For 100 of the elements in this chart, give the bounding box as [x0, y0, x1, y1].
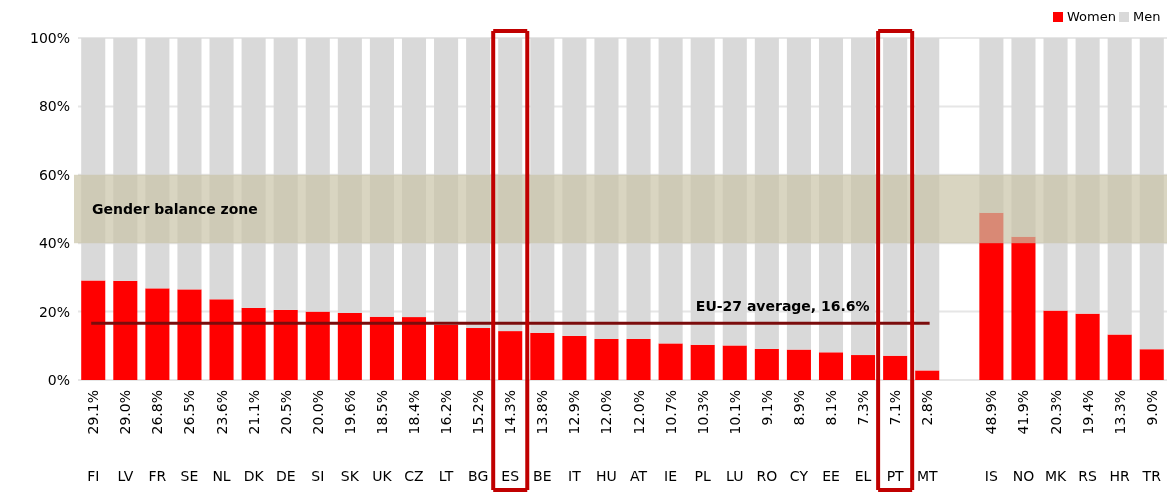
bar	[498, 331, 523, 380]
x-tick-label: LU	[726, 468, 744, 484]
y-tick-label: 100%	[29, 29, 70, 46]
data-label: 29.0%	[117, 390, 134, 435]
x-tick-label: DK	[243, 468, 265, 484]
x-tick-label: CZ	[404, 468, 424, 484]
data-label: 8.9%	[790, 390, 807, 426]
x-tick-label: IE	[664, 468, 678, 484]
data-label: 19.6%	[341, 390, 358, 435]
data-label: 19.4%	[1079, 390, 1096, 435]
x-tick-label: PT	[886, 468, 905, 484]
bar	[113, 280, 138, 380]
data-label: 20.3%	[1047, 390, 1064, 435]
bar	[273, 309, 298, 380]
data-label: 15.2%	[470, 390, 487, 435]
bar	[337, 312, 362, 380]
bar	[626, 338, 651, 380]
x-tick-label: EE	[822, 468, 840, 484]
data-label: 41.9%	[1015, 390, 1032, 435]
x-tick-label: HU	[596, 468, 617, 484]
bar	[305, 311, 330, 380]
legend-label: Women	[1067, 9, 1116, 24]
data-label: 10.7%	[662, 390, 679, 435]
data-label: 16.2%	[438, 390, 455, 435]
x-tick-label: TR	[1141, 468, 1162, 484]
data-label: 7.1%	[887, 390, 904, 426]
data-label: 23.6%	[213, 390, 230, 435]
bar	[690, 344, 715, 380]
legend-label: Men	[1133, 9, 1161, 24]
x-tick-label: MT	[916, 468, 938, 484]
data-label: 21.1%	[245, 390, 262, 435]
x-tick-label: MK	[1044, 468, 1067, 484]
x-tick-label: SI	[311, 468, 325, 484]
data-label: 9.0%	[1143, 390, 1160, 426]
data-label: 20.5%	[277, 390, 294, 435]
data-label: 26.8%	[149, 390, 166, 435]
x-tick-label: PL	[694, 468, 712, 484]
bar	[401, 317, 427, 380]
x-tick-label: UK	[372, 468, 393, 484]
x-tick-label: BE	[533, 468, 552, 484]
x-tick-label: FR	[148, 468, 167, 484]
bar	[883, 355, 908, 380]
x-tick-label: SK	[340, 468, 360, 484]
data-label: 10.3%	[694, 390, 711, 435]
bar	[369, 316, 394, 380]
bar	[1043, 310, 1068, 380]
y-tick-label: 80%	[38, 98, 70, 115]
x-tick-label: BG	[468, 468, 489, 484]
data-label: 7.3%	[855, 390, 872, 426]
bar	[209, 299, 234, 380]
data-label: 20.0%	[309, 390, 326, 435]
bar	[818, 352, 844, 380]
data-label: 13.3%	[1111, 390, 1128, 435]
data-label: 18.4%	[406, 390, 422, 435]
x-tick-label: AT	[630, 468, 648, 484]
bar	[754, 348, 779, 380]
bar	[466, 328, 491, 380]
bar	[145, 288, 170, 380]
x-tick-label: IT	[568, 468, 582, 484]
y-tick-label: 40%	[38, 235, 70, 252]
bar	[1075, 313, 1100, 380]
bar	[786, 349, 811, 380]
data-label: 8.1%	[823, 390, 839, 426]
bar	[594, 338, 619, 380]
x-tick-label: NL	[212, 468, 231, 484]
x-tick-label: IS	[984, 468, 998, 484]
data-label: 12.0%	[630, 390, 647, 435]
data-label: 10.1%	[726, 390, 743, 435]
x-tick-label: RO	[756, 468, 778, 484]
ref-line-label: EU-27 average, 16.6%	[695, 298, 870, 315]
x-tick-label: NO	[1012, 468, 1035, 484]
x-tick-label: LT	[438, 468, 454, 484]
bar	[851, 355, 876, 380]
bar	[81, 280, 106, 380]
x-tick-label: FI	[87, 468, 100, 484]
bar	[241, 307, 266, 380]
y-tick-label: 0%	[47, 371, 70, 388]
x-tick-label: LV	[117, 468, 134, 484]
data-label: 12.9%	[566, 390, 583, 435]
data-label: 48.9%	[983, 390, 1000, 435]
x-tick-label: RS	[1078, 468, 1098, 484]
bar	[1107, 334, 1132, 380]
bar	[915, 370, 940, 380]
bar	[562, 335, 587, 380]
bar	[658, 343, 683, 380]
y-tick-label: 20%	[38, 303, 70, 320]
data-label: 9.1%	[758, 390, 775, 426]
data-label: 26.5%	[181, 390, 198, 435]
bar	[1139, 349, 1164, 380]
band-label: Gender balance zone	[92, 201, 258, 217]
data-label: 14.3%	[502, 390, 519, 435]
bar	[722, 345, 747, 380]
x-tick-label: DE	[275, 468, 296, 484]
x-tick-label: SE	[180, 468, 199, 484]
bar	[177, 289, 202, 380]
x-tick-label: CY	[789, 468, 809, 484]
bar	[530, 332, 555, 380]
data-label: 18.5%	[373, 390, 390, 435]
x-tick-label: EL	[854, 468, 872, 484]
bar	[434, 324, 459, 380]
